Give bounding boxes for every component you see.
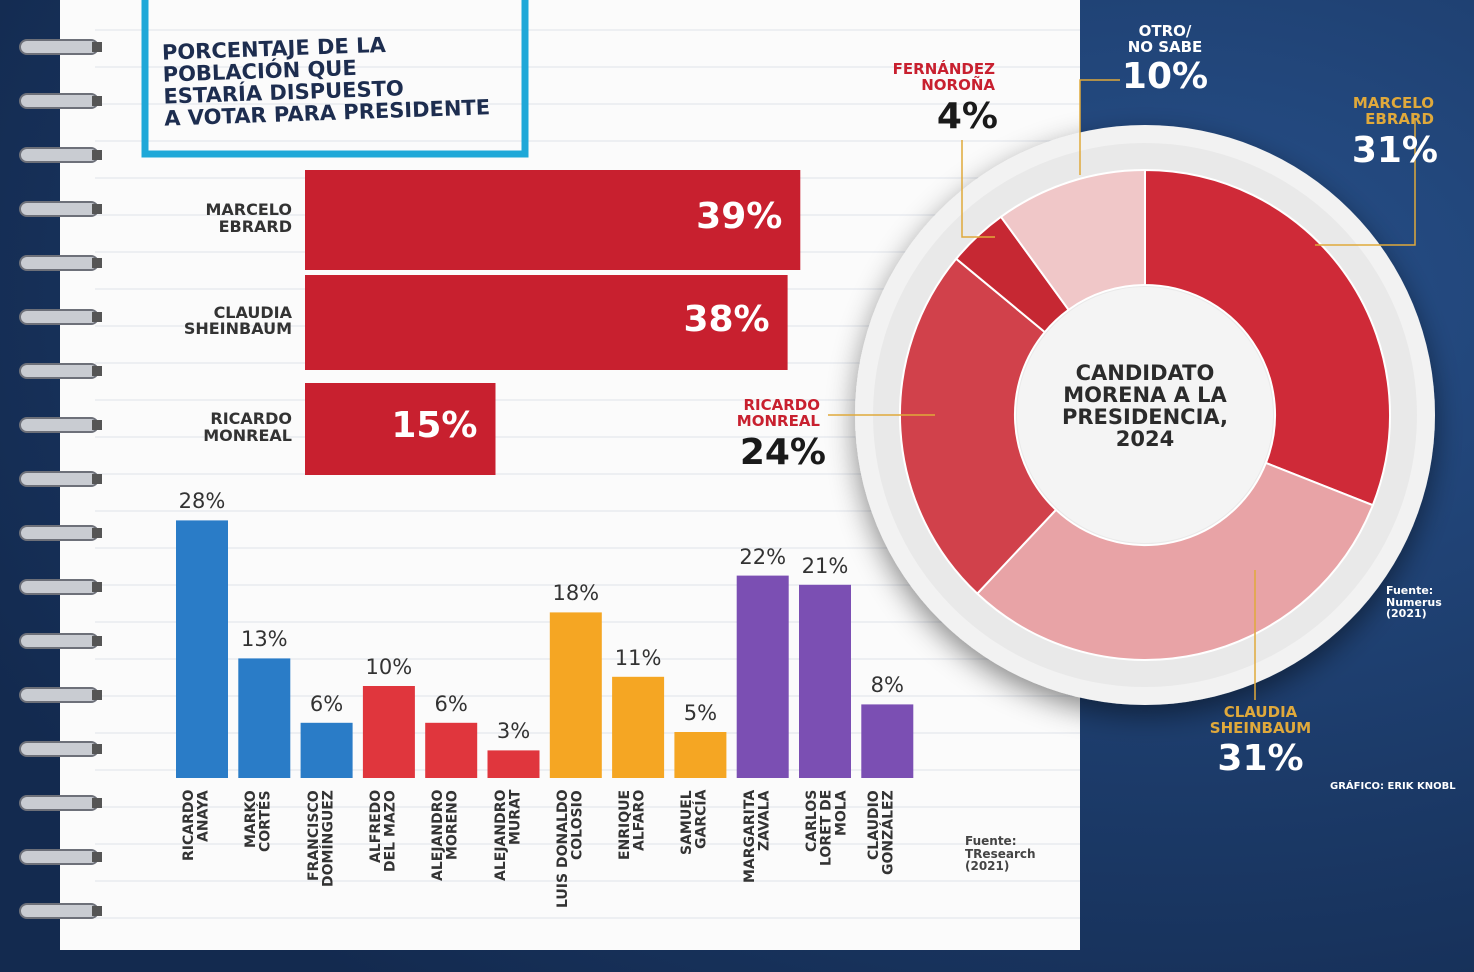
ring-hole: [92, 204, 102, 214]
bar: [176, 520, 228, 778]
bar: [861, 704, 914, 778]
category-label: ALFREDO DEL MAZO: [367, 790, 399, 872]
bar: [549, 612, 602, 778]
credit: GRÁFICO: ERIK KNOBL: [1330, 781, 1456, 792]
chart-title: PORCENTAJE DE LA POBLACIÓN QUE ESTARÍA D…: [161, 32, 491, 131]
category-label: RICARDO ANAYA: [181, 790, 212, 862]
ring-hole: [92, 150, 102, 160]
value-label: 13%: [240, 627, 288, 652]
title-box: [141, 0, 529, 158]
bar: [300, 722, 353, 778]
category-label: ENRIQUE ALFARO: [617, 790, 648, 861]
category-label: FRANCISCO DOMÍNGUEZ: [305, 790, 337, 887]
category-label: LUIS DONALDO COLOSIO: [554, 790, 586, 909]
bar: [238, 658, 291, 778]
value-label: 15%: [391, 405, 478, 446]
category-label: MARKO CORTÉS: [243, 790, 274, 852]
source: Fuente: TResearch (2021): [965, 834, 1036, 874]
bar: [487, 750, 540, 778]
slice-value: 31%: [1351, 130, 1438, 171]
slice-label: OTRO/ NO SABE: [1127, 22, 1203, 56]
slice-label: RICARDO MONREAL: [736, 396, 820, 430]
value-label: 5%: [683, 701, 718, 725]
bar: [425, 722, 478, 778]
category-label: CARLOS LORET DE MOLA: [804, 790, 850, 867]
ring-hole: [92, 366, 102, 376]
slice-value: 10%: [1121, 56, 1209, 97]
donut-slice: [975, 461, 1375, 661]
source: Fuente: Numerus (2021): [1386, 584, 1442, 621]
slice-label: FERNÁNDEZ NOROÑA: [892, 60, 995, 94]
value-label: 18%: [552, 581, 600, 606]
slice-label: CLAUDIA SHEINBAUM: [1209, 703, 1312, 737]
value-label: 6%: [434, 691, 468, 716]
ring-hole: [92, 96, 102, 106]
category-label: CLAUDIO GONZÁLEZ: [866, 790, 897, 875]
leader-line: [961, 140, 995, 238]
chart-title: CANDIDATO MORENA A LA PRESIDENCIA, 2024: [1061, 361, 1229, 452]
category-label: ALEJANDRO MURAT: [492, 790, 524, 882]
bar: [612, 676, 665, 778]
ring-hole: [92, 474, 102, 484]
value-label: 10%: [365, 655, 413, 679]
value-label: 8%: [870, 673, 904, 698]
ring-hole: [92, 852, 102, 862]
category-label: ALEJANDRO MORENO: [430, 790, 461, 882]
donut-slice: [999, 168, 1146, 312]
ring-hole: [92, 312, 102, 322]
ring-hole: [92, 798, 102, 808]
ring-hole: [92, 906, 102, 916]
leader-line: [1079, 79, 1120, 175]
bar: [799, 584, 851, 778]
value-label: 11%: [614, 645, 662, 670]
slice-value: 31%: [1217, 738, 1304, 779]
bar: [305, 170, 801, 270]
donut-slice: [1144, 168, 1391, 507]
value-label: 21%: [801, 553, 849, 578]
category-label: CLAUDIA SHEINBAUM: [183, 302, 292, 339]
ring-hole: [92, 690, 102, 700]
bar: [674, 732, 727, 778]
category-label: SAMUEL GARCÍA: [679, 790, 711, 855]
ring-hole: [92, 42, 102, 52]
ring-hole: [92, 582, 102, 592]
slice-value: 24%: [739, 432, 826, 473]
bar: [305, 383, 496, 475]
leader-line: [1315, 120, 1416, 246]
donut-hole: [1017, 287, 1273, 543]
category-label: MARCELO EBRARD: [205, 200, 292, 236]
ring-hole: [92, 258, 102, 268]
value-label: 6%: [309, 691, 344, 716]
bar: [736, 575, 789, 778]
value-label: 39%: [696, 196, 783, 237]
category-label: MARGARITA ZAVALA: [741, 790, 773, 884]
spiral-rings: [19, 39, 102, 919]
category-label: RICARDO MONREAL: [203, 409, 292, 445]
ring-hole: [92, 744, 102, 754]
value-label: 22%: [739, 544, 787, 569]
slice-value: 4%: [936, 96, 998, 137]
value-label: 3%: [496, 719, 531, 744]
donut-slice: [899, 257, 1058, 596]
ring-hole: [92, 636, 102, 646]
value-label: 38%: [683, 298, 770, 340]
value-label: 28%: [178, 489, 226, 514]
ring-hole: [92, 528, 102, 538]
bar: [362, 686, 415, 778]
bar: [305, 275, 788, 370]
slice-label: MARCELO EBRARD: [1352, 94, 1434, 128]
ring-hole: [92, 420, 102, 430]
